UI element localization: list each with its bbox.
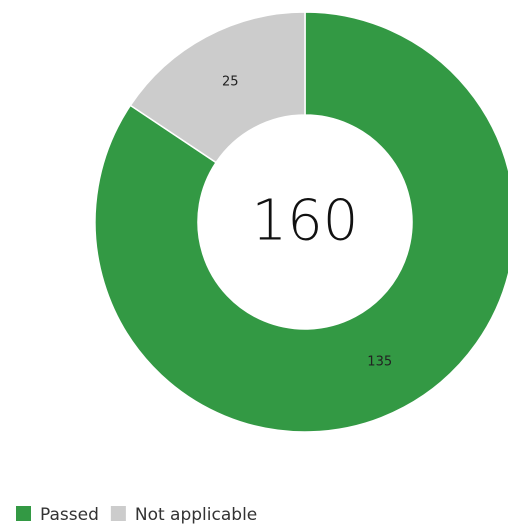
legend-swatch (110, 506, 126, 521)
slice (94, 11, 508, 433)
slice (129, 11, 306, 164)
slice-label: 135 (367, 354, 392, 369)
legend-swatch (16, 506, 31, 521)
legend-label: Passed (40, 505, 99, 525)
center-label: 160 (252, 188, 359, 253)
legend-label: Not applicable (135, 505, 257, 525)
slice-label: 25 (222, 75, 239, 90)
